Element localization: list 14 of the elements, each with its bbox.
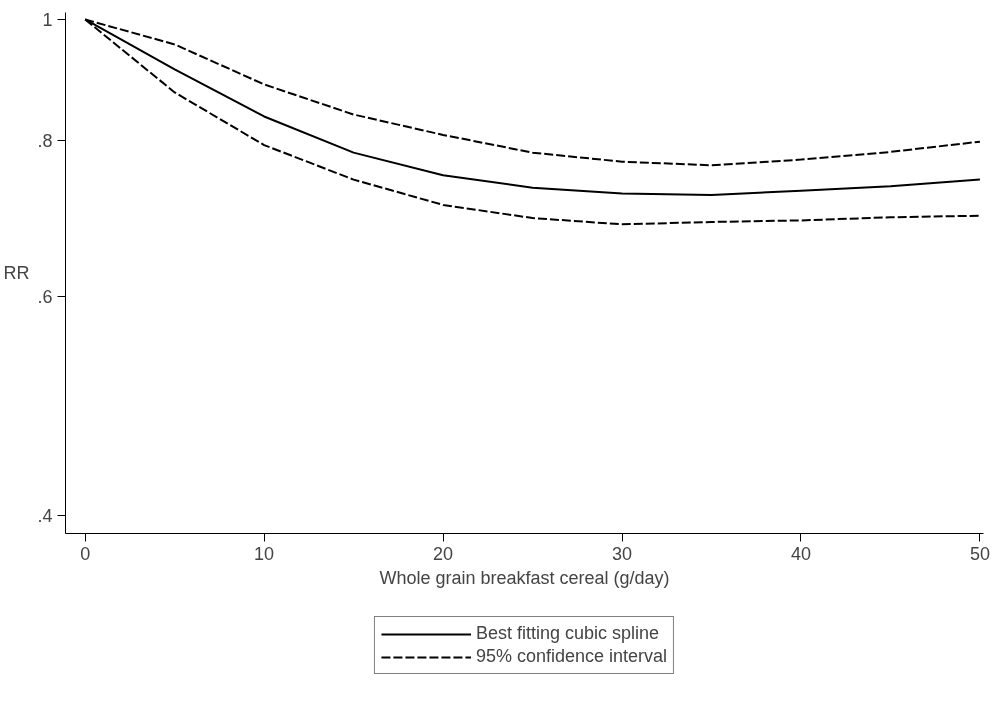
x-tick-label: 0 — [80, 543, 91, 564]
x-tick-label: 30 — [612, 543, 633, 564]
x-tick-label: 40 — [790, 543, 811, 564]
y-tick-label: .8 — [37, 130, 53, 151]
x-tick-label: 50 — [969, 543, 990, 564]
y-tick-label: .6 — [37, 286, 53, 307]
y-tick-label: .4 — [37, 506, 53, 527]
legend-label: 95% confidence interval — [475, 646, 668, 667]
x-tick-label: 10 — [254, 543, 275, 564]
legend-label: Best fitting cubic spline — [475, 623, 660, 644]
y-axis-title: RR — [3, 263, 30, 283]
x-tick-label: 20 — [433, 543, 454, 564]
x-axis-title: Whole grain breakfast cereal (g/day) — [379, 567, 670, 588]
y-tick-label: 1 — [42, 9, 53, 30]
